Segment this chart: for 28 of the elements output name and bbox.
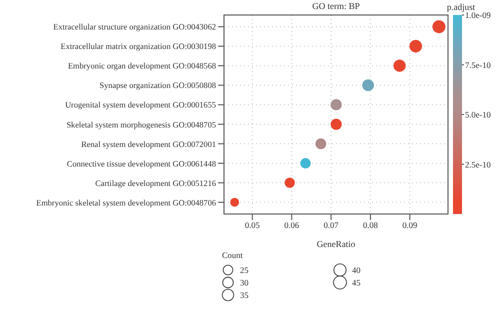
y-tick-label: Extracellular matrix organization GO:0030198 xyxy=(60,42,216,52)
color-bar-label: 2.5e-10 xyxy=(465,159,491,170)
x-tick-label: 0.06 xyxy=(284,220,300,230)
y-tick-label: Connective tissue development GO:0061448 xyxy=(66,159,216,168)
x-tick-label: 0.05 xyxy=(244,220,260,230)
legend-label: 40 xyxy=(352,265,360,275)
y-tick-label: Embryonic organ development GO:0048568 xyxy=(68,62,216,71)
x-tick-label: 0.08 xyxy=(363,220,378,230)
color-bar-label: 7.5e-10 xyxy=(465,60,491,70)
y-tick-label: Urogenital system development GO:0001655 xyxy=(65,100,216,110)
x-tick-label: 0.07 xyxy=(324,220,339,230)
x-axis-title: GeneRatio xyxy=(316,239,356,249)
legend-label: 30 xyxy=(240,278,248,288)
y-tick-label: Synapse organization GO:0050808 xyxy=(100,81,216,90)
y-tick-label: Embryonic skeletal system development GO:0048706 xyxy=(36,198,216,208)
chart-title: GO term: BP xyxy=(311,1,361,11)
legend-label: 35 xyxy=(240,290,248,300)
y-tick-label: Renal system development GO:0072001 xyxy=(81,140,216,149)
color-bar-title: p.adjust xyxy=(446,2,476,12)
legend-label: 45 xyxy=(352,278,360,288)
x-tick-label: 0.09 xyxy=(402,220,418,230)
y-tick-label: Cartilage development GO:0051216 xyxy=(95,178,216,188)
legend-label: 25 xyxy=(240,265,248,275)
color-bar-label: 1.0e-09 xyxy=(465,10,491,20)
legend-title: Count xyxy=(222,250,244,260)
color-bar-label: 5.0e-10 xyxy=(465,110,491,120)
y-tick-label: Extracellular structure organization GO:0043062 xyxy=(53,22,216,32)
y-tick-label: Skeletal system morphogenesis GO:0048705 xyxy=(66,120,216,130)
